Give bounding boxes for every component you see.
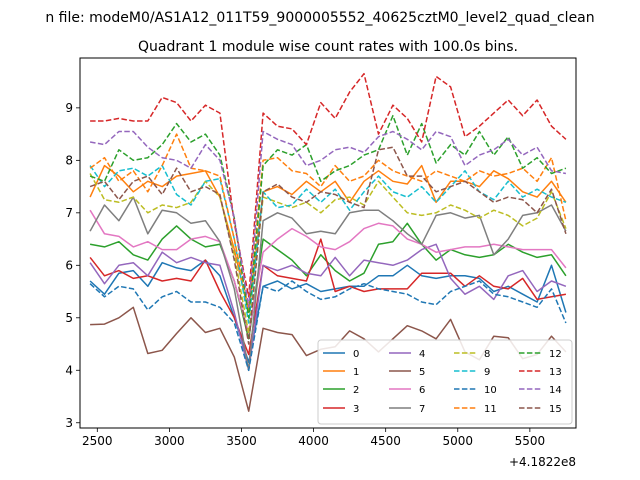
y-axis: 3 4 5 6 7 8 9 xyxy=(65,101,80,430)
legend-label-8: 8 xyxy=(484,349,490,360)
series-line-7 xyxy=(89,196,567,372)
x-offset-label: +4.1822e8 xyxy=(509,455,576,469)
legend-label-0: 0 xyxy=(353,349,359,360)
legend-label-11: 11 xyxy=(484,404,497,415)
series-line-13 xyxy=(90,72,567,298)
legend-label-10: 10 xyxy=(484,385,497,396)
series-line-9 xyxy=(89,164,567,324)
y-tick-label: 6 xyxy=(65,258,73,272)
x-tick-label: 4000 xyxy=(298,434,329,448)
series-line-11 xyxy=(89,133,567,311)
series-line-3 xyxy=(89,238,567,356)
axes-frame xyxy=(79,57,577,429)
legend-label-3: 3 xyxy=(353,404,359,415)
chart-title: Quadrant 1 module wise count rates with … xyxy=(138,39,518,55)
y-tick-label: 4 xyxy=(65,363,73,377)
y-tick-label: 7 xyxy=(65,206,73,220)
legend-label-12: 12 xyxy=(549,349,562,360)
legend-label-5: 5 xyxy=(419,367,425,378)
series-line-6 xyxy=(89,209,567,335)
legend-label-14: 14 xyxy=(549,385,562,396)
legend-label-1: 1 xyxy=(353,367,359,378)
series-line-12 xyxy=(89,114,567,319)
y-tick-label: 8 xyxy=(65,153,73,167)
series-line-0 xyxy=(89,259,567,364)
series-line-15 xyxy=(89,146,567,345)
x-tick-label: 4500 xyxy=(370,434,401,448)
y-tick-label: 9 xyxy=(65,101,73,115)
x-tick-label: 3000 xyxy=(154,434,185,448)
y-tick-label: 3 xyxy=(65,416,73,430)
legend-label-9: 9 xyxy=(484,367,490,378)
x-tick-label: 3500 xyxy=(226,434,257,448)
legend-label-15: 15 xyxy=(549,404,562,415)
series-line-10 xyxy=(89,280,567,372)
x-axis: 2500 3000 3500 4000 4500 5000 5500 xyxy=(82,428,545,448)
series-line-14 xyxy=(89,130,567,309)
x-tick-label: 5500 xyxy=(515,434,546,448)
legend-label-13: 13 xyxy=(549,367,562,378)
legend-label-7: 7 xyxy=(419,404,425,415)
series-line-8 xyxy=(89,173,567,335)
legend-label-6: 6 xyxy=(419,385,425,396)
legend-label-2: 2 xyxy=(353,385,359,396)
x-tick-label: 5000 xyxy=(442,434,473,448)
y-tick-label: 5 xyxy=(65,311,73,325)
chart-suptitle: n file: modeM0/AS1A12_011T59_9000005552_… xyxy=(45,10,594,26)
x-tick-label: 2500 xyxy=(82,434,113,448)
series-line-4 xyxy=(89,243,567,372)
legend-box xyxy=(317,339,573,425)
legend-label-4: 4 xyxy=(419,349,425,360)
